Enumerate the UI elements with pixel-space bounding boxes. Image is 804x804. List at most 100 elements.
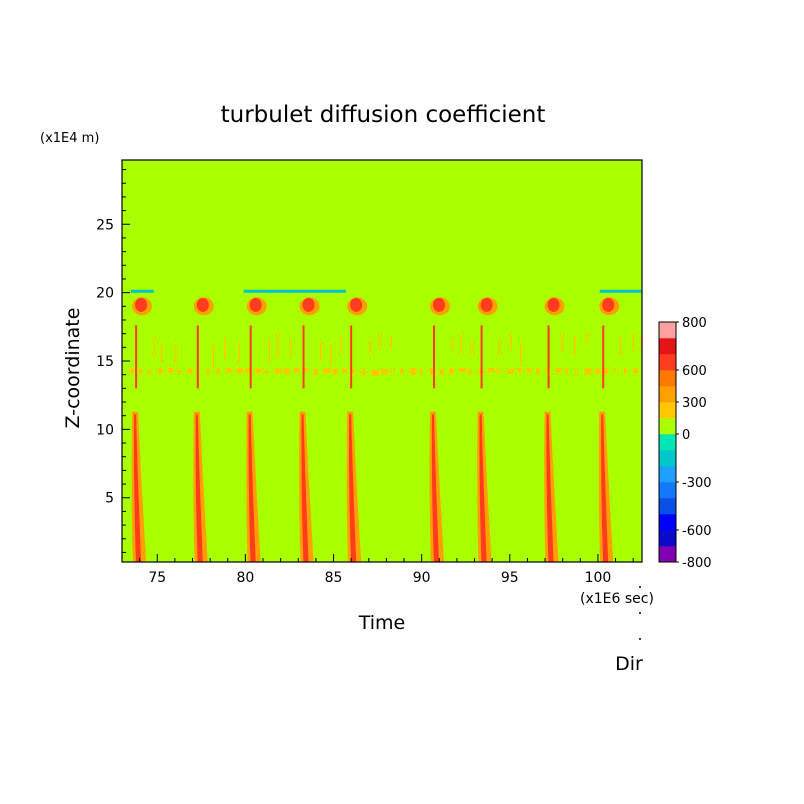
mid-band-mark: [555, 367, 562, 373]
colorbar: 800 600 300 0 -300 -600 -800: [658, 316, 712, 571]
mid-streak: [574, 336, 576, 356]
upper-blob-core: [433, 297, 445, 312]
colorbar-label: 300: [682, 396, 707, 411]
dot-marker: [639, 612, 641, 614]
mid-band-mark: [410, 368, 417, 375]
colorbar-swatch: [659, 498, 676, 515]
mid-band-mark: [352, 369, 356, 374]
mid-band-mark: [439, 369, 445, 376]
plume-stem: [135, 325, 138, 389]
mid-streak: [510, 333, 513, 351]
plume-core: [195, 414, 203, 562]
mid-streak: [632, 332, 635, 351]
colorbar-swatch: [659, 530, 676, 547]
y-unit-label: (x1E4 m): [40, 131, 99, 146]
mid-band-mark: [575, 369, 578, 375]
plume-stem: [302, 325, 305, 389]
mid-band-mark: [245, 368, 251, 373]
plume-core: [349, 414, 357, 562]
x-unit-label: (x1E6 sec): [580, 591, 654, 607]
colorbar-swatch: [659, 546, 676, 563]
mid-band-mark: [390, 368, 393, 374]
mid-band-mark: [516, 367, 522, 373]
mid-band-mark: [187, 368, 193, 374]
negative-band-segment: [130, 289, 154, 293]
colorbar-swatch: [659, 370, 676, 387]
upper-blob-core: [302, 297, 315, 312]
plume-core: [301, 414, 309, 562]
mid-band-mark: [322, 368, 331, 374]
mid-band-mark: [361, 369, 366, 376]
mid-band-mark: [497, 367, 500, 374]
plume-core: [546, 414, 554, 562]
mid-band-mark: [381, 368, 388, 375]
chart-title: turbulet diffusion coefficient: [221, 102, 546, 128]
mid-streak: [339, 335, 342, 355]
colorbar-swatch: [659, 402, 676, 419]
mid-streak: [586, 331, 589, 345]
plume-core: [479, 414, 487, 562]
dot-marker: [639, 586, 641, 588]
mid-band-mark: [274, 368, 282, 374]
mid-band-mark: [604, 367, 609, 375]
mid-band-mark: [167, 367, 174, 374]
mid-streak: [238, 343, 241, 364]
mid-band-mark: [633, 368, 638, 374]
mid-band-mark: [371, 369, 380, 377]
plume-stem: [196, 325, 199, 389]
colorbar-label: -600: [682, 524, 712, 539]
colorbar-swatch: [659, 466, 676, 483]
mid-band-mark: [400, 368, 404, 375]
colorbar-swatch: [659, 482, 676, 499]
mid-streak: [320, 341, 322, 361]
mid-streak: [330, 342, 332, 366]
plot-background: [122, 160, 642, 562]
upper-blob-core: [480, 297, 493, 312]
colorbar-label: -300: [682, 476, 712, 491]
colorbar-label: 800: [682, 316, 707, 331]
mid-band-mark: [584, 368, 592, 376]
mid-streak: [471, 341, 473, 358]
mid-band-mark: [613, 367, 617, 373]
mid-streak: [390, 335, 392, 348]
mid-streak: [451, 337, 454, 351]
mid-band-mark: [487, 367, 495, 373]
plume-stem: [602, 325, 605, 389]
colorbar-swatch: [659, 386, 676, 403]
y-tick-label: 5: [105, 491, 114, 507]
plume-core: [248, 414, 256, 562]
colorbar-swatch: [659, 514, 676, 531]
mid-streak: [160, 343, 163, 365]
colorbar-label: 600: [682, 364, 707, 379]
x-tick-label: 95: [501, 570, 519, 586]
y-tick-label: 10: [96, 422, 114, 438]
x-axis: 75 80 85 90 95 100: [121, 554, 634, 586]
mid-band-mark: [138, 368, 143, 374]
mid-band-mark: [419, 368, 422, 375]
colorbar-swatch: [659, 450, 676, 467]
mid-band-mark: [429, 367, 435, 375]
plume-stem: [350, 325, 353, 389]
plume-stem: [249, 325, 252, 389]
y-tick-label: 20: [96, 286, 114, 302]
mid-streak: [460, 333, 462, 355]
mid-streak: [499, 339, 501, 357]
mid-band-mark: [129, 368, 134, 374]
x-tick-label: 90: [413, 570, 431, 586]
upper-blob-core: [249, 297, 262, 312]
colorbar-swatch: [659, 418, 676, 435]
heatmap-marks: [129, 289, 642, 562]
mid-band-mark: [545, 367, 549, 372]
plume-core: [431, 414, 439, 562]
plume-stem: [547, 325, 550, 389]
mid-band-mark: [458, 368, 467, 373]
mid-streak: [153, 338, 156, 357]
mid-band-mark: [448, 367, 454, 375]
mid-band-mark: [206, 368, 210, 376]
mid-streak: [224, 337, 226, 360]
mid-band-mark: [594, 368, 601, 374]
upper-blob-core: [196, 297, 209, 312]
upper-blob-core: [547, 297, 560, 312]
mid-streak: [212, 344, 215, 369]
